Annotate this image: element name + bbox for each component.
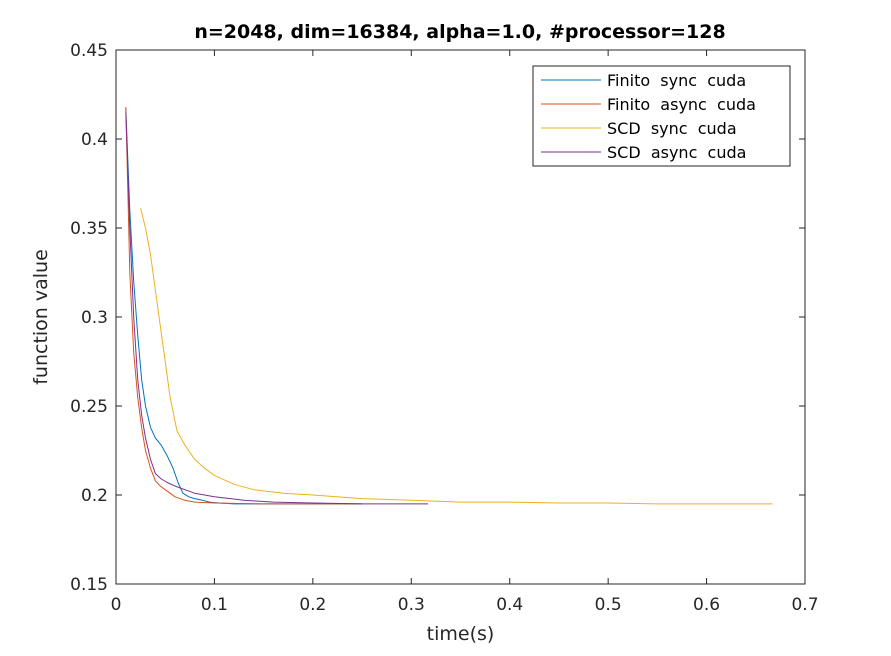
legend: Finito sync cuda Finito async cuda SCD syn… (532, 65, 791, 167)
series-line-3 (140, 208, 773, 505)
y-tick-label: 0.15 (70, 575, 108, 595)
legend-box (532, 65, 791, 167)
x-tick-label: 0.7 (791, 595, 818, 615)
x-tick-label: 0.1 (201, 595, 228, 615)
legend-label-2: Finito async cuda (607, 95, 756, 114)
y-tick-label: 0.45 (70, 41, 108, 61)
y-tick-label: 0.35 (70, 219, 108, 239)
x-axis-label: time(s) (427, 623, 495, 645)
x-tick-label: 0.5 (595, 595, 622, 615)
x-tick-label: 0 (111, 595, 122, 615)
y-tick-label: 0.2 (81, 486, 108, 506)
legend-label-4: SCD async cuda (607, 143, 746, 162)
series-line-4 (125, 112, 428, 505)
y-tick-label: 0.4 (81, 130, 108, 150)
y-tick-label: 0.25 (70, 397, 108, 417)
legend-label-1: Finito sync cuda (607, 71, 746, 90)
x-tick-label: 0.3 (398, 595, 425, 615)
y-axis-label: function value (30, 249, 52, 385)
x-tick-label: 0.6 (693, 595, 720, 615)
y-tick-label: 0.3 (81, 308, 108, 328)
series-line-2 (125, 106, 363, 505)
x-tick-label: 0.4 (496, 595, 523, 615)
chart-title: n=2048, dim=16384, alpha=1.0, #processor… (194, 21, 725, 43)
legend-label-3: SCD sync cuda (607, 119, 737, 138)
x-tick-label: 0.2 (299, 595, 326, 615)
